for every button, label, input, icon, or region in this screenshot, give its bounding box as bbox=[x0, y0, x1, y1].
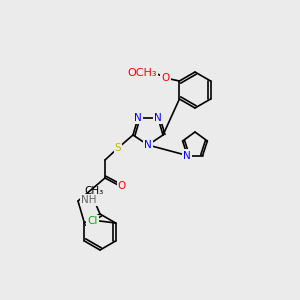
Text: CH₃: CH₃ bbox=[84, 186, 104, 196]
Text: N: N bbox=[154, 113, 162, 123]
Text: O: O bbox=[118, 181, 126, 191]
Text: N: N bbox=[134, 113, 142, 123]
Text: Cl: Cl bbox=[87, 216, 98, 226]
Text: S: S bbox=[115, 143, 121, 153]
Text: O: O bbox=[161, 73, 169, 83]
Text: OCH₃: OCH₃ bbox=[127, 68, 156, 78]
Text: N: N bbox=[184, 151, 191, 160]
Text: N: N bbox=[144, 140, 152, 150]
Text: NH: NH bbox=[81, 195, 97, 205]
